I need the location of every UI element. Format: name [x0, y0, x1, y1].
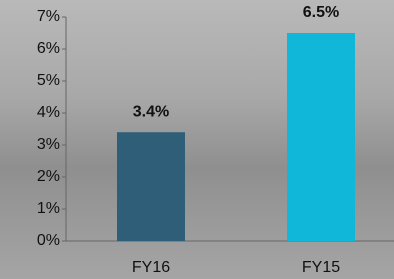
x-tick-label: FY16: [132, 259, 170, 276]
y-tick-label: 4%: [37, 104, 60, 121]
y-tick-label: 6%: [37, 40, 60, 57]
y-tick-label: 1%: [37, 200, 60, 217]
y-tick-label: 0%: [37, 232, 60, 249]
x-tick-label: FY15: [302, 259, 340, 276]
chart: 0% 1% 2% 3% 4% 5% 6% 7% FY16 3.4% FY15 6.5%: [0, 0, 394, 279]
y-tick-label: 7%: [37, 8, 60, 25]
bar: [117, 132, 185, 241]
page: 0% 1% 2% 3% 4% 5% 6% 7% FY16 3.4% FY15 6.5%: [0, 0, 394, 279]
bar: [287, 33, 355, 241]
value-label: 3.4%: [133, 103, 169, 120]
y-tick-label: 5%: [37, 72, 60, 89]
value-label: 6.5%: [303, 4, 339, 21]
y-tick-label: 2%: [37, 168, 60, 185]
y-tick-label: 3%: [37, 136, 60, 153]
